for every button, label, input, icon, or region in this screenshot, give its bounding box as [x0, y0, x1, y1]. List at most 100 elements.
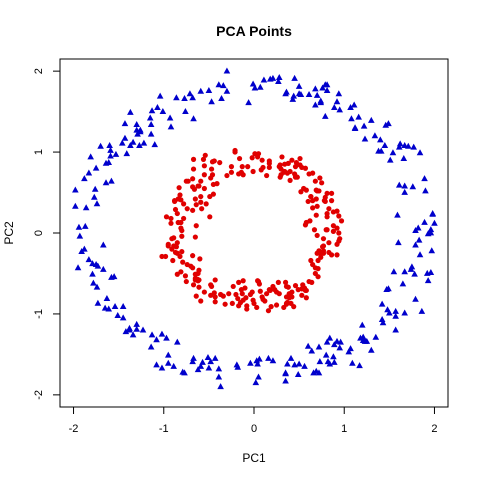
triangle-point: [101, 304, 109, 311]
circle-point: [277, 174, 283, 180]
circle-point: [311, 227, 318, 233]
circle-point: [222, 301, 228, 307]
circle-point: [244, 303, 250, 309]
triangle-point: [147, 130, 155, 137]
triangle-point: [119, 314, 127, 321]
circle-point: [278, 166, 284, 172]
triangle-point: [392, 312, 399, 319]
triangle-point: [392, 326, 399, 333]
triangle-point: [360, 122, 368, 129]
circle-point: [230, 283, 236, 290]
triangle-point: [121, 120, 129, 127]
circle-point: [171, 198, 178, 205]
triangle-point: [146, 114, 154, 121]
circle-point: [168, 220, 174, 226]
circle-point: [180, 259, 186, 265]
circle-point: [192, 271, 198, 277]
circle-point: [207, 214, 213, 220]
triangle-point: [76, 232, 84, 239]
triangle-point: [427, 226, 435, 233]
triangle-point: [301, 362, 308, 369]
triangle-point: [129, 331, 137, 338]
circle-point: [330, 228, 337, 234]
triangle-point: [153, 361, 160, 368]
circle-point: [201, 289, 207, 295]
circle-point: [334, 225, 340, 231]
circle-point: [212, 277, 218, 283]
triangle-point: [282, 377, 289, 384]
triangle-point: [81, 175, 88, 182]
triangle-point: [378, 300, 386, 307]
circle-point: [236, 171, 242, 177]
circle-point: [171, 235, 177, 241]
circle-point: [226, 291, 232, 297]
circle-point: [266, 164, 272, 171]
triangle-point: [166, 114, 174, 121]
circle-point: [279, 154, 285, 160]
triangle-point: [163, 334, 170, 341]
circle-point: [292, 171, 298, 177]
circle-point: [196, 284, 202, 290]
triangle-point: [416, 251, 424, 258]
triangle-point: [356, 362, 363, 369]
triangle-point: [392, 307, 399, 314]
circle-point: [183, 278, 189, 285]
triangle-point: [133, 126, 140, 133]
triangle-point: [81, 222, 89, 229]
circle-point: [236, 279, 242, 285]
circle-point: [174, 210, 180, 217]
circle-point: [255, 278, 261, 284]
circle-point: [183, 178, 189, 184]
triangle-point: [153, 336, 160, 343]
triangle-point: [336, 344, 344, 351]
circle-point: [314, 203, 320, 209]
triangle-point: [93, 200, 101, 207]
circle-point: [305, 198, 311, 205]
triangle-point: [251, 84, 259, 91]
circle-point: [334, 252, 340, 258]
circle-point: [235, 295, 241, 302]
triangle-point: [368, 346, 375, 353]
triangle-point: [106, 141, 113, 148]
triangle-point: [378, 315, 386, 322]
circle-point: [283, 283, 290, 290]
circle-point: [326, 206, 332, 212]
triangle-point: [330, 353, 337, 360]
triangle-point: [412, 241, 419, 248]
triangle-point: [100, 265, 107, 272]
triangle-point: [385, 120, 392, 127]
triangle-point: [156, 92, 164, 99]
circle-point: [170, 257, 176, 264]
triangle-point: [312, 85, 319, 92]
triangle-point: [260, 76, 268, 83]
triangle-point: [409, 183, 417, 190]
triangle-point: [111, 303, 119, 310]
triangle-point: [266, 75, 274, 82]
circle-point: [324, 210, 330, 217]
circle-point: [174, 240, 180, 246]
triangle-point: [82, 204, 90, 211]
triangle-point: [189, 358, 196, 365]
triangle-point: [429, 209, 436, 216]
triangle-point: [333, 337, 341, 344]
triangle-point: [92, 164, 100, 171]
circle-point: [303, 295, 309, 301]
triangle-point: [395, 143, 403, 150]
triangle-point: [416, 149, 424, 156]
triangle-point: [383, 286, 390, 293]
triangle-point: [148, 107, 156, 114]
circle-point: [200, 156, 207, 162]
circle-point: [308, 193, 314, 200]
triangle-point: [319, 84, 326, 91]
triangle-point: [190, 115, 197, 122]
circle-point: [264, 291, 270, 297]
circle-point: [182, 273, 189, 279]
triangle-point: [147, 343, 155, 350]
triangle-point: [379, 319, 387, 326]
triangle-point: [139, 326, 147, 333]
circle-point: [282, 279, 289, 285]
circle-point: [257, 288, 263, 294]
triangle-point: [107, 152, 114, 159]
triangle-point: [129, 138, 137, 145]
